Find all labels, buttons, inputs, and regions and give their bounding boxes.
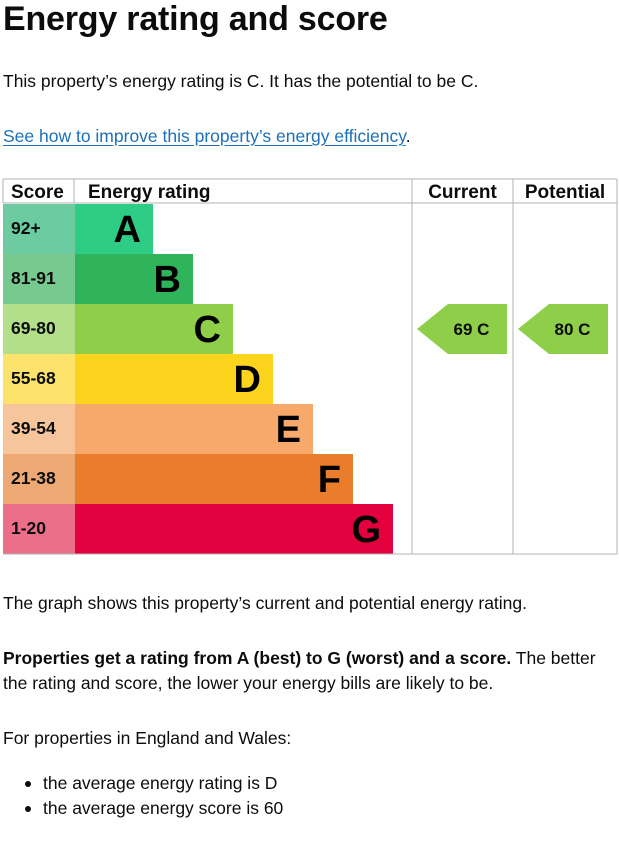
score-range-f: 21-38 bbox=[11, 468, 56, 488]
score-cell-d bbox=[3, 354, 75, 404]
score-range-a: 92+ bbox=[11, 218, 41, 238]
rating-letter-d: D bbox=[234, 359, 261, 401]
current-rating-arrow bbox=[417, 304, 507, 354]
averages-list: the average energy rating is D the avera… bbox=[3, 771, 283, 821]
potential-rating-arrow bbox=[518, 304, 608, 354]
improve-link-paragraph: See how to improve this property’s energ… bbox=[3, 124, 411, 149]
improve-efficiency-link[interactable]: See how to improve this property’s energ… bbox=[3, 126, 406, 146]
link-suffix: . bbox=[405, 126, 411, 146]
rating-bar-f bbox=[75, 454, 353, 504]
score-range-c: 69-80 bbox=[11, 318, 56, 338]
list-item-text: the average energy score is 60 bbox=[43, 798, 284, 818]
score-cell-f bbox=[3, 454, 75, 504]
score-cell-e bbox=[3, 404, 75, 454]
graph-caption: The graph shows this property’s current … bbox=[3, 593, 528, 613]
rating-explanation-bold: Properties get a rating from A (best) to… bbox=[3, 648, 512, 668]
bullet-icon bbox=[25, 781, 31, 787]
rating-bar-c bbox=[75, 304, 233, 354]
rating-bar-e bbox=[75, 404, 313, 454]
rating-letter-g: G bbox=[351, 509, 381, 551]
score-cell-a bbox=[3, 204, 75, 254]
list-item: the average energy score is 60 bbox=[3, 796, 283, 821]
page-title: Energy rating and score bbox=[3, 0, 388, 38]
rating-bar-d bbox=[75, 354, 273, 404]
score-cell-g bbox=[3, 504, 75, 554]
rating-bar-g bbox=[75, 504, 393, 554]
header-score: Score bbox=[11, 182, 64, 203]
score-range-g: 1-20 bbox=[11, 518, 46, 538]
bullet-icon bbox=[25, 806, 31, 812]
score-range-e: 39-54 bbox=[11, 418, 56, 438]
rating-letter-e: E bbox=[276, 409, 301, 451]
energy-rating-chart: 92+ A 81-91 B 69-80 C 55-68 D 39-54 E 21-38 F 1-20 G S… bbox=[2, 178, 618, 555]
rating-letter-b: B bbox=[154, 259, 181, 301]
score-range-b: 81-91 bbox=[11, 268, 56, 288]
regional-intro: For properties in England and Wales: bbox=[3, 728, 292, 748]
rating-bar-a bbox=[75, 204, 153, 254]
current-rating-arrow-label: 69 C bbox=[454, 320, 490, 339]
list-item-text: the average energy rating is D bbox=[43, 773, 278, 793]
score-cell-b bbox=[3, 254, 75, 304]
potential-rating-arrow-label: 80 C bbox=[555, 320, 591, 339]
score-range-d: 55-68 bbox=[11, 368, 56, 388]
score-cell-c bbox=[3, 304, 75, 354]
rating-letter-a: A bbox=[114, 209, 141, 251]
rating-bar-b bbox=[75, 254, 193, 304]
rating-letter-c: C bbox=[194, 309, 221, 351]
rating-explanation: Properties get a rating from A (best) to… bbox=[3, 646, 615, 696]
header-potential: Potential bbox=[525, 182, 605, 203]
rating-summary: This property’s energy rating is C. It h… bbox=[3, 71, 479, 91]
list-item: the average energy rating is D bbox=[3, 771, 283, 796]
rating-explanation-rest: The better the rating and score, the low… bbox=[3, 648, 596, 693]
rating-letter-f: F bbox=[318, 459, 341, 501]
header-energy-rating: Energy rating bbox=[88, 182, 210, 203]
header-current: Current bbox=[428, 182, 497, 203]
